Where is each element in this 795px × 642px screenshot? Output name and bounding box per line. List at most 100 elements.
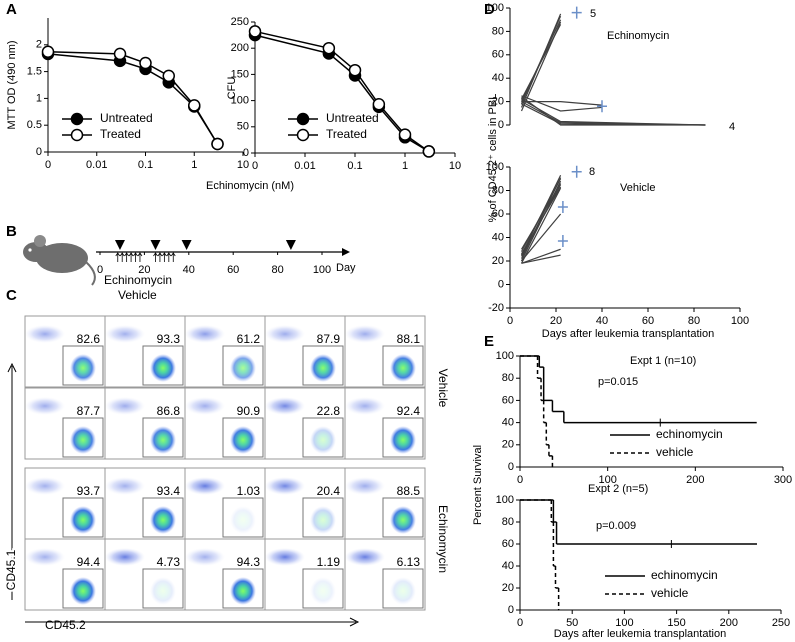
donor-cluster [390,354,416,382]
timeline-tick-label: 80 [271,264,283,276]
y-tick-label: 20 [492,255,504,267]
host-cluster [25,477,65,495]
flow-plot: 87.7 [24,387,106,460]
data-point [139,56,152,70]
y-arrow [7,362,17,600]
x-tick-label: 1 [191,159,197,171]
x-tick-label: 10 [449,160,461,172]
gate [382,568,424,609]
gate-percent: 93.4 [157,484,181,498]
x-tick-label: 0.01 [294,160,315,172]
donor-cluster [310,354,336,382]
panel-label: E [484,333,494,350]
flow-plot: 20.4 [264,467,346,540]
treatment-label: Vehicle [118,288,157,302]
x-tick-label: 300 [774,474,792,486]
y-axis-label: % of CD45.2⁺ cells in PBL [487,94,499,223]
data-point [422,145,436,158]
data-point [211,137,224,151]
sample-triangle [285,240,296,250]
flow-plot: 93.7 [24,467,106,540]
gate [302,417,344,458]
legend-label: echinomycin [656,427,723,441]
series-line [47,51,219,145]
host-cluster [105,325,145,343]
timeline-tick-label: 40 [183,264,195,276]
sample-triangle [150,240,161,250]
dose-arrow [133,252,138,262]
donor-cluster [230,577,256,605]
annotation: Expt 2 (n=5) [588,483,648,495]
mouse-line [521,213,562,262]
gate [302,568,344,609]
dose-arrow [137,252,143,262]
donor-cluster [390,426,416,454]
annotation: 8 [589,166,595,178]
death-marker [557,235,568,248]
x-tick-label: 20 [550,315,562,327]
host-cluster [345,477,385,495]
mouse-line [521,98,706,126]
dose-arrow [119,252,125,262]
gate [222,417,264,458]
mouse-line [521,101,603,106]
x-tick-label: 60 [642,315,654,327]
panel-label: D [484,1,495,18]
y-tick-label: 0 [508,604,514,616]
gate-percent: 87.9 [317,332,341,346]
x-tick-label: 0 [507,315,513,327]
host-cluster [185,325,225,343]
gate [382,345,424,386]
annotation: Vehicle [620,182,655,194]
data-point [398,128,412,141]
group-label: Vehicle [436,369,450,408]
y-tick-label: 20 [502,582,514,594]
host-cluster [25,325,65,343]
y-tick-label: 0 [36,146,42,158]
y-tick-label: 0 [498,278,504,290]
flow-plot: 82.6 [24,315,106,388]
donor-cluster [150,506,176,534]
donor-cluster [70,577,96,605]
data-point [113,47,127,61]
donor-cluster [150,577,176,605]
flow-plot: 92.4 [344,387,426,460]
y-tick-label: 50 [237,121,249,133]
y-tick-label: 20 [502,439,514,451]
dose-arrow [153,252,158,262]
x-tick-label: 0.1 [347,160,362,172]
sample-triangle [181,240,192,250]
donor-cluster [230,426,256,454]
y-tick-label: 20 [492,96,504,108]
donor-cluster [230,506,256,534]
y-tick-label: 200 [231,42,249,54]
y-tick-label: 40 [502,560,514,572]
donor-cluster [230,354,256,382]
x-tick-label: 80 [688,315,700,327]
y-axis-label: Percent Survival [472,445,484,525]
gate-percent: 88.1 [397,332,421,346]
y-tick-label: 100 [496,494,514,506]
group-label: Echinomycin [436,505,450,573]
donor-cluster [150,426,176,454]
x-axis-label: Days after leukemia transplantation [542,328,714,340]
donor-cluster [310,426,336,454]
y-tick-label: 100 [496,350,514,362]
gate-percent: 6.13 [397,555,421,569]
x-arrow [25,617,360,627]
gate-percent: 20.4 [317,484,341,498]
donor-cluster [310,577,336,605]
y-tick-label: 0 [243,147,249,159]
data-point [162,69,176,83]
gate [62,568,104,609]
flow-x-label: CD45.2 [45,618,86,632]
x-tick-label: 150 [667,617,685,629]
annotation: p=0.009 [596,520,636,532]
death-marker [571,165,582,178]
y-tick-label: 1 [36,92,42,104]
x-tick-label: 0 [517,474,523,486]
mouse-icon [23,235,96,286]
gate-percent: 61.2 [237,332,261,346]
mouse-line [521,95,603,112]
panel-label: B [6,223,17,240]
